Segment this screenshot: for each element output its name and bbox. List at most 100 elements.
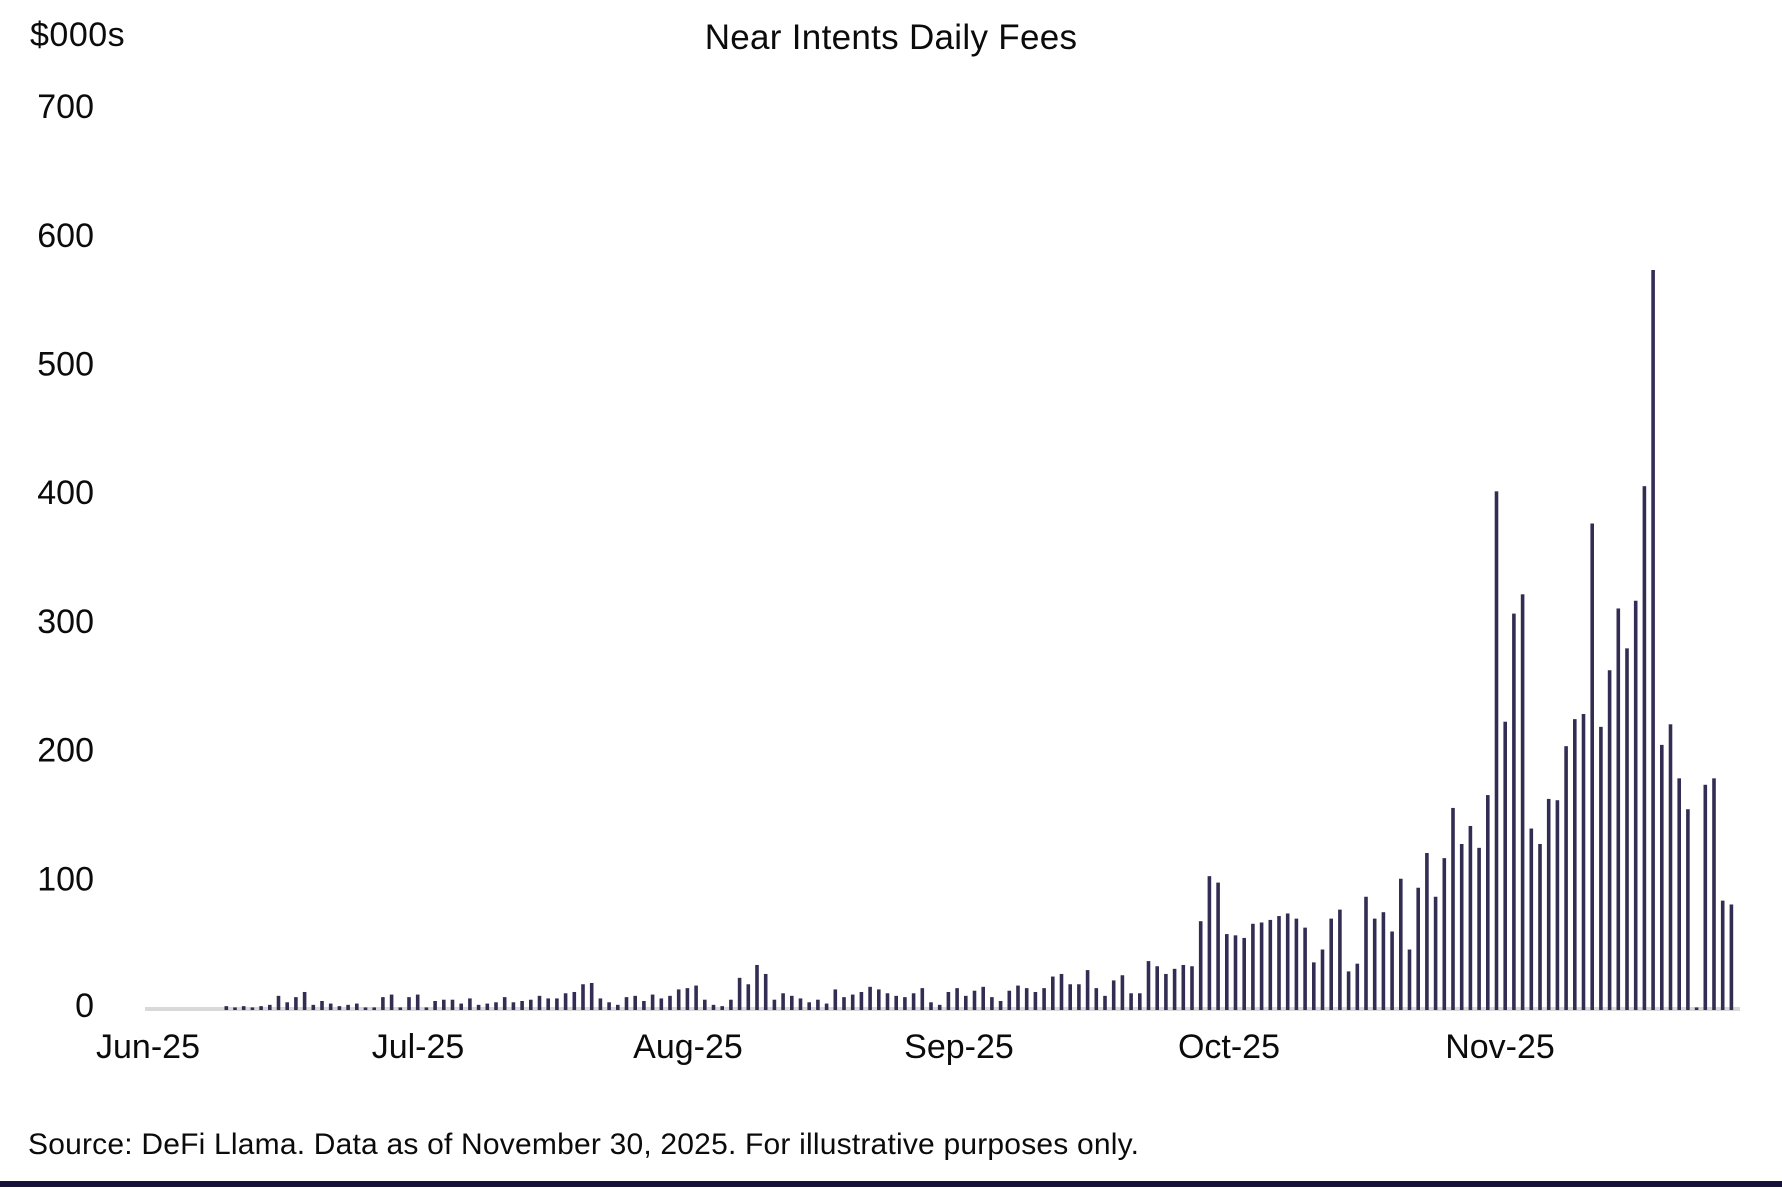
fee-bar — [1016, 985, 1020, 1010]
fee-bar — [1399, 878, 1403, 1010]
fee-bar — [442, 999, 446, 1010]
fee-bar — [1033, 991, 1038, 1010]
fee-bar — [476, 1004, 481, 1010]
fee-bar — [1494, 491, 1499, 1011]
fee-bar — [624, 997, 629, 1010]
fee-bar — [833, 989, 838, 1010]
fee-bar — [459, 1003, 463, 1010]
fee-bar — [972, 990, 977, 1010]
fee-bar — [798, 998, 803, 1010]
fee-bar — [1242, 937, 1246, 1010]
fee-bar — [1651, 269, 1655, 1011]
fee-bar — [1346, 971, 1351, 1010]
fee-bar — [268, 1004, 272, 1010]
fee-bar — [581, 984, 585, 1010]
x-tick-label: Nov-25 — [1445, 1028, 1555, 1066]
fee-bar — [381, 997, 385, 1010]
fee-bar — [1390, 931, 1394, 1010]
fee-bar — [955, 988, 959, 1010]
fee-bar — [1355, 963, 1360, 1010]
fee-bar — [1042, 988, 1046, 1010]
fee-bar — [1068, 984, 1072, 1010]
fee-bar — [990, 997, 994, 1010]
fee-bar — [1155, 966, 1159, 1010]
y-tick-label: 200 — [37, 732, 94, 770]
fee-bar — [363, 1007, 368, 1010]
fee-bar — [1468, 825, 1473, 1010]
fee-bar — [415, 994, 420, 1010]
fee-bar — [729, 999, 733, 1010]
fee-bar — [1024, 988, 1029, 1010]
fee-bar — [1146, 961, 1151, 1010]
fee-bar — [1312, 962, 1316, 1010]
fee-bar — [885, 993, 890, 1010]
x-axis-line — [145, 1007, 1740, 1011]
fee-bar — [616, 1004, 620, 1010]
fee-bar — [1172, 968, 1177, 1010]
fee-bar — [1225, 934, 1229, 1010]
fee-bar — [1294, 918, 1299, 1010]
fee-bar — [981, 986, 985, 1010]
fee-bar — [1459, 843, 1464, 1010]
fee-bar — [737, 977, 742, 1010]
fee-bar — [241, 1006, 246, 1010]
fee-bar — [1320, 949, 1325, 1010]
fee-bar — [346, 1004, 350, 1010]
fee-bar — [1425, 852, 1429, 1010]
fee-bar — [1677, 778, 1681, 1010]
fee-bar — [720, 1006, 724, 1010]
fee-bar — [659, 998, 664, 1010]
y-tick-label: 400 — [37, 474, 94, 512]
fee-bar — [1164, 973, 1168, 1010]
fee-bar — [1616, 608, 1621, 1010]
fee-bar — [903, 997, 907, 1010]
fee-bar — [877, 989, 881, 1010]
fee-bar — [1416, 887, 1420, 1010]
fee-bar — [563, 993, 568, 1010]
fee-bar — [694, 985, 698, 1010]
x-tick-label: Jun-25 — [96, 1028, 200, 1066]
fee-bar — [668, 995, 672, 1010]
fee-bar — [389, 994, 394, 1010]
fee-bar — [1329, 918, 1333, 1010]
fee-bar — [1720, 900, 1725, 1010]
fee-bar — [1103, 995, 1107, 1010]
fee-bar — [842, 997, 846, 1010]
x-tick-label: Aug-25 — [633, 1028, 743, 1066]
fee-bar — [233, 1007, 237, 1010]
fee-bar — [1138, 993, 1142, 1010]
fee-bar — [816, 999, 820, 1010]
fee-bar — [598, 998, 603, 1010]
y-axis-unit-label: $000s — [30, 16, 126, 54]
fee-bar — [424, 1007, 429, 1010]
fee-bar — [1529, 828, 1534, 1010]
fee-bar — [746, 984, 751, 1010]
y-tick-label: 700 — [37, 88, 94, 126]
fee-bar — [964, 995, 968, 1010]
fee-bar — [337, 1006, 342, 1010]
x-tick-label: Sep-25 — [904, 1028, 1014, 1066]
y-tick-label: 500 — [37, 345, 94, 383]
source-note: Source: DeFi Llama. Data as of November … — [28, 1128, 1140, 1161]
fee-bar — [1303, 927, 1307, 1010]
fee-bar — [850, 994, 855, 1010]
fee-bar — [1520, 594, 1525, 1010]
fee-bar — [546, 998, 550, 1010]
fee-bar — [259, 1006, 263, 1010]
fee-bar — [1590, 523, 1594, 1010]
fee-bar — [1625, 648, 1629, 1010]
fee-bar — [946, 991, 951, 1010]
fee-bar — [1007, 990, 1012, 1010]
fee-bar — [929, 1002, 933, 1010]
fee-bar — [285, 1002, 289, 1010]
fee-bar — [703, 999, 707, 1010]
fee-bar — [824, 1003, 829, 1010]
fee-bar — [1364, 896, 1368, 1010]
fee-bar — [1564, 746, 1568, 1010]
y-tick-label: 0 — [75, 987, 94, 1025]
fee-bar — [920, 988, 925, 1010]
fee-bar — [1633, 600, 1638, 1010]
fee-bar — [859, 991, 864, 1010]
fee-bar — [1094, 988, 1099, 1010]
